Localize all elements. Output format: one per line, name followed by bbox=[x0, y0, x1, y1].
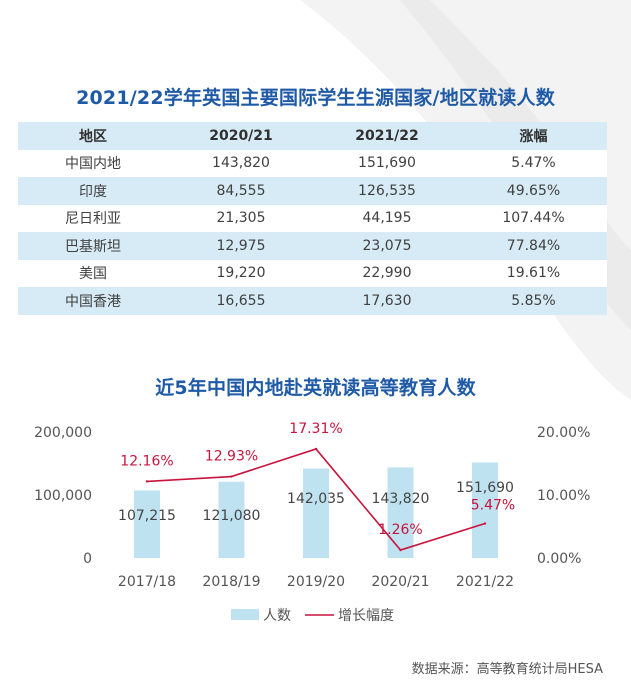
bar bbox=[134, 490, 160, 558]
header-growth: 涨幅 bbox=[460, 122, 607, 150]
legend-bar-swatch bbox=[231, 609, 259, 620]
bar-value-label: 121,080 bbox=[203, 508, 261, 524]
growth-value-label: 12.16% bbox=[120, 453, 173, 469]
cell-growth: 5.85% bbox=[460, 287, 607, 315]
table-title: 2021/22学年英国主要国际学生生源国家/地区就读人数 bbox=[76, 87, 555, 109]
y-left-tick-label: 100,000 bbox=[34, 488, 92, 504]
y-right-tick-label: 20.00% bbox=[537, 425, 590, 441]
growth-value-label: 17.31% bbox=[289, 421, 342, 437]
cell-region: 印度 bbox=[18, 177, 168, 205]
cell-2020-21: 84,555 bbox=[168, 177, 314, 205]
cell-region: 尼日利亚 bbox=[18, 204, 168, 232]
table-row: 印度 84,555 126,535 49.65% bbox=[18, 177, 607, 205]
table-row: 中国香港 16,655 17,630 5.85% bbox=[18, 287, 607, 315]
bar-value-label: 142,035 bbox=[287, 491, 345, 507]
legend-line-label: 增长幅度 bbox=[338, 608, 394, 624]
data-source: 数据来源：高等教育统计局HESA bbox=[411, 662, 603, 677]
growth-point bbox=[230, 475, 233, 478]
cell-region: 美国 bbox=[18, 259, 168, 287]
x-tick-label: 2017/18 bbox=[118, 574, 176, 590]
table-row: 巴基斯坦 12,975 23,075 77.84% bbox=[18, 232, 607, 260]
cell-2021-22: 44,195 bbox=[314, 204, 460, 232]
x-tick-label: 2018/19 bbox=[202, 574, 260, 590]
cell-2021-22: 126,535 bbox=[314, 177, 460, 205]
legend-bar-label: 人数 bbox=[263, 608, 291, 624]
cell-growth: 5.47% bbox=[460, 149, 607, 177]
bar-value-label: 107,215 bbox=[118, 508, 176, 524]
cell-region: 中国内地 bbox=[18, 149, 168, 177]
cell-growth: 77.84% bbox=[460, 232, 607, 260]
cell-growth: 49.65% bbox=[460, 177, 607, 205]
growth-value-label: 1.26% bbox=[378, 522, 422, 538]
cell-2020-21: 16,655 bbox=[168, 287, 314, 315]
growth-value-label: 5.47% bbox=[471, 498, 515, 514]
x-tick-label: 2021/22 bbox=[456, 574, 514, 590]
x-tick-label: 2020/21 bbox=[371, 574, 429, 590]
y-right-tick-label: 0.00% bbox=[537, 551, 581, 567]
growth-point bbox=[314, 447, 318, 451]
cell-2021-22: 22,990 bbox=[314, 259, 460, 287]
table-row: 美国 19,220 22,990 19.61% bbox=[18, 259, 607, 287]
growth-value-label: 12.93% bbox=[205, 449, 258, 465]
cell-2020-21: 143,820 bbox=[168, 149, 314, 177]
cell-2020-21: 19,220 bbox=[168, 259, 314, 287]
growth-point bbox=[483, 522, 487, 525]
cell-2020-21: 21,305 bbox=[168, 204, 314, 232]
bar-value-label: 151,690 bbox=[456, 480, 514, 496]
y-right-tick-label: 10.00% bbox=[537, 488, 590, 504]
bar bbox=[303, 468, 329, 558]
cell-2021-22: 17,630 bbox=[314, 287, 460, 315]
enrollment-table: 地区 2020/21 2021/22 涨幅 中国内地 143,820 151,6… bbox=[18, 122, 607, 315]
cell-2021-22: 151,690 bbox=[314, 149, 460, 177]
table-row: 中国内地 143,820 151,690 5.47% bbox=[18, 149, 607, 177]
table-row: 尼日利亚 21,305 44,195 107.44% bbox=[18, 204, 607, 232]
cell-region: 中国香港 bbox=[18, 287, 168, 315]
header-2020-21: 2020/21 bbox=[168, 122, 314, 150]
bar-value-label: 143,820 bbox=[372, 491, 430, 507]
table-header-row: 地区 2020/21 2021/22 涨幅 bbox=[18, 122, 607, 150]
cell-growth: 19.61% bbox=[460, 259, 607, 287]
x-tick-label: 2019/20 bbox=[287, 574, 345, 590]
chart-title: 近5年中国内地赴英就读高等教育人数 bbox=[155, 377, 476, 399]
cell-region: 巴基斯坦 bbox=[18, 232, 168, 260]
cell-growth: 107.44% bbox=[460, 204, 607, 232]
y-left-tick-label: 0 bbox=[83, 551, 92, 567]
bar bbox=[472, 462, 498, 558]
growth-point bbox=[145, 480, 149, 483]
header-2021-22: 2021/22 bbox=[314, 122, 460, 150]
combo-chart: 0 100,000 200,000 0.00% 10.00% 20.00% 107,215 1… bbox=[34, 421, 590, 624]
cell-2020-21: 12,975 bbox=[168, 232, 314, 260]
cell-2021-22: 23,075 bbox=[314, 232, 460, 260]
growth-point bbox=[399, 548, 402, 552]
header-region: 地区 bbox=[18, 122, 168, 150]
bar bbox=[387, 467, 414, 558]
bar bbox=[218, 481, 245, 558]
y-left-tick-label: 200,000 bbox=[34, 425, 92, 441]
